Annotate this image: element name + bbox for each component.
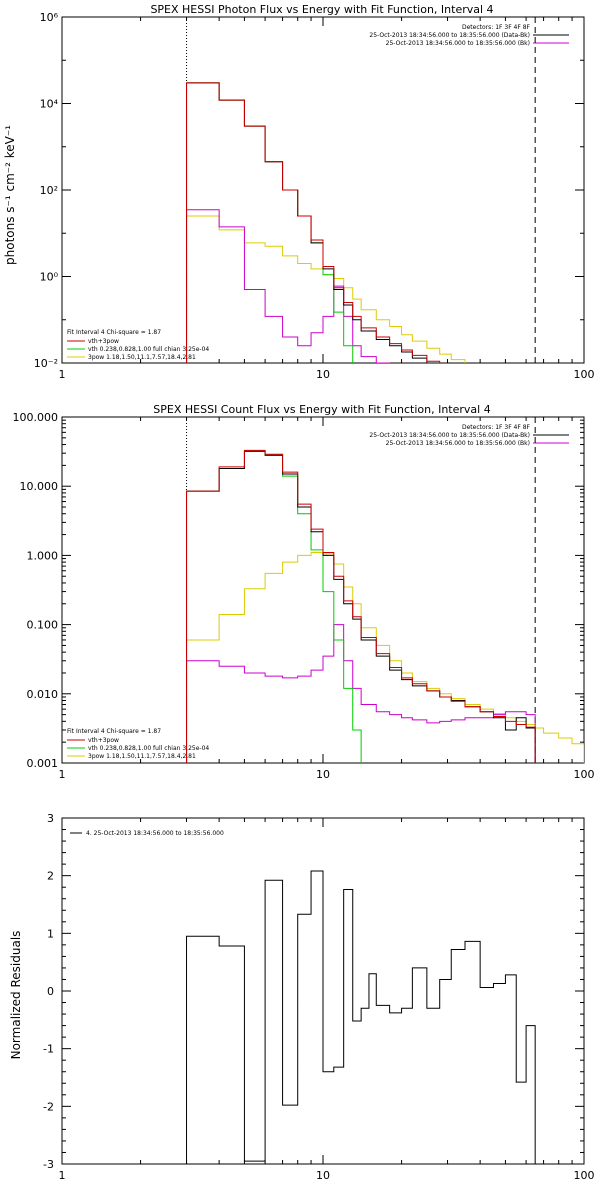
- photon-series-bk: [186, 209, 391, 363]
- residuals-y-label: Normalized Residuals: [9, 931, 23, 1060]
- residuals-series-4-25-oct-2013-18-34-56-000-to-18-35-56-000: [186, 870, 536, 1164]
- count-y-tick-label: 0.010: [27, 688, 59, 701]
- photon-legend-detectors: Detectors: 1F 3F 4F 8F: [462, 24, 531, 31]
- count-flux-title: SPEX HESSI Count Flux vs Energy with Fit…: [153, 403, 490, 416]
- photon-y-tick-label: 10⁴: [40, 98, 59, 111]
- photon-series-3pow: [186, 215, 466, 363]
- photon-flux-panel: SPEX HESSI Photon Flux vs Energy with Fi…: [3, 3, 595, 381]
- residuals-x-tick-label: 1: [59, 1169, 66, 1182]
- count-series-bk: [186, 624, 536, 763]
- residuals-y-tick-label: -1: [43, 1043, 54, 1056]
- residuals-y-tick-label: -2: [43, 1100, 54, 1113]
- count-x-tick-label: 100: [574, 768, 595, 781]
- count-legend-total: vth+3pow: [88, 737, 119, 744]
- photon-legend-total: vth+3pow: [88, 338, 119, 345]
- photon-flux-y-label: photons s⁻¹ cm⁻² keV⁻¹: [3, 125, 17, 265]
- photon-legend-bk: 25-Oct-2013 18:34:56.000 to 18:35:56.000…: [386, 40, 530, 47]
- count-legend-3pow: 3pow 1.18,1.50,11.1,7.57,18.4,2.81: [88, 753, 196, 760]
- photon-x-tick-label: 1: [59, 368, 66, 381]
- count-y-tick-label: 100.000: [13, 411, 59, 424]
- photon-y-tick-label: 10⁶: [40, 11, 59, 24]
- residuals-panel: Normalized Residuals 4. 25-Oct-2013 18:3…: [9, 812, 595, 1182]
- residuals-y-tick-label: 1: [47, 927, 54, 940]
- residuals-x-tick-label: 100: [574, 1169, 595, 1182]
- count-x-tick-label: 10: [316, 768, 330, 781]
- count-series-vth-3pow: [186, 449, 536, 763]
- residuals-y-tick-label: 0: [47, 985, 54, 998]
- photon-legend-fit: Fit Interval 4 Chi-square = 1.87: [67, 329, 161, 336]
- photon-series-vth-3pow: [186, 82, 441, 363]
- residuals-x-tick-label: 10: [316, 1169, 330, 1182]
- photon-y-tick-label: 10²: [40, 184, 58, 197]
- count-x-tick-label: 1: [59, 768, 66, 781]
- count-y-tick-label: 0.100: [27, 619, 59, 632]
- residuals-y-tick-label: -3: [43, 1158, 54, 1171]
- photon-flux-title: SPEX HESSI Photon Flux vs Energy with Fi…: [150, 3, 493, 16]
- photon-legend-vth: vth 0.238,0.828,1.00 full chian 3.25e-04: [88, 346, 209, 353]
- count-flux-panel: SPEX HESSI Count Flux vs Energy with Fit…: [13, 403, 595, 781]
- count-legend-data: 25-Oct-2013 18:34:56.000 to 18:35:56.000…: [369, 432, 530, 439]
- residuals-y-tick-label: 3: [47, 812, 54, 825]
- photon-legend-data: 25-Oct-2013 18:34:56.000 to 18:35:56.000…: [369, 32, 530, 39]
- photon-legend-3pow: 3pow 1.18,1.50,11.1,7.57,18.4,2.81: [88, 354, 196, 361]
- photon-x-tick-label: 100: [574, 368, 595, 381]
- count-y-tick-label: 1.000: [27, 549, 59, 562]
- photon-y-tick-label: 10⁰: [40, 271, 59, 284]
- count-legend-fit: Fit Interval 4 Chi-square = 1.87: [67, 728, 161, 735]
- count-series-3pow: [186, 552, 584, 763]
- photon-axes-frame: [61, 16, 585, 364]
- count-y-tick-label: 10.000: [20, 480, 59, 493]
- count-legend-bk: 25-Oct-2013 18:34:56.000 to 18:35:56.000…: [386, 440, 530, 447]
- photon-x-tick-label: 10: [316, 368, 330, 381]
- count-y-tick-label: 0.001: [27, 757, 59, 770]
- photon-y-tick-label: 10⁻²: [34, 357, 58, 370]
- residuals-legend: 4. 25-Oct-2013 18:34:56.000 to 18:35:56.…: [86, 830, 224, 837]
- count-legend-detectors: Detectors: 1F 3F 4F 8F: [462, 424, 531, 431]
- count-legend-vth: vth 0.238,0.828,1.00 full chian 3.25e-04: [88, 745, 209, 752]
- residuals-y-tick-label: 2: [47, 870, 54, 883]
- count-series-vth: [186, 450, 362, 763]
